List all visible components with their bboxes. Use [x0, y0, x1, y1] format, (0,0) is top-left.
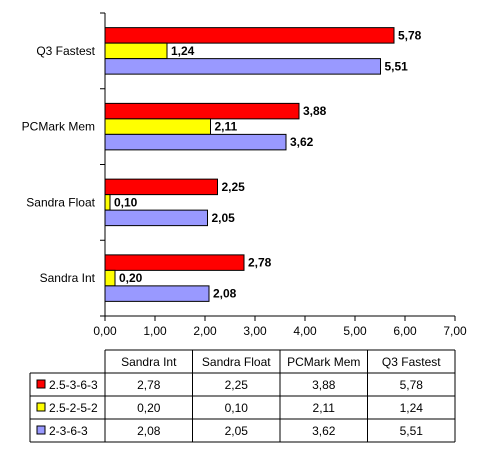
table-cell: 2,78 [137, 378, 161, 392]
x-tick-label: 4,00 [293, 324, 317, 338]
table-cell: 3,88 [312, 378, 336, 392]
table-cell: 5,78 [400, 378, 424, 392]
data-label: 3,88 [303, 104, 327, 118]
bar [104, 118, 211, 135]
bar [104, 194, 111, 211]
data-label: 3,62 [290, 135, 314, 149]
bar [104, 102, 300, 120]
legend-label: 2.5-3-6-3 [49, 378, 98, 392]
table-header-cell: Sandra Int [121, 355, 177, 369]
table-header-cell: Sandra Float [202, 355, 271, 369]
legend-label: 2.5-2-5-2 [49, 401, 98, 415]
data-label: 0,20 [119, 271, 143, 285]
data-label: 2,05 [212, 211, 236, 225]
category-label: Sandra Int [40, 271, 96, 285]
table-cell: 2,11 [313, 401, 336, 415]
table-cell: 1,24 [400, 401, 424, 415]
data-label: 0,10 [114, 195, 138, 209]
bar [104, 58, 381, 75]
legend-label: 2-3-6-3 [49, 424, 88, 438]
data-label: 5,51 [385, 59, 409, 73]
x-tick-label: 6,00 [393, 324, 417, 338]
table-cell: 2,05 [225, 424, 249, 438]
category-label: Q3 Fastest [36, 44, 95, 58]
bar [104, 133, 287, 151]
table-cell: 0,20 [137, 401, 161, 415]
table-cell: 5,51 [400, 424, 424, 438]
legend-swatch [36, 402, 46, 412]
bar [104, 285, 210, 302]
x-tick-label: 3,00 [243, 324, 267, 338]
table-header-cell: PCMark Mem [287, 355, 360, 369]
bar [104, 178, 218, 196]
x-tick-label: 7,00 [443, 324, 467, 338]
bar [104, 254, 245, 271]
category-label: PCMark Mem [22, 120, 95, 134]
category-label: Sandra Float [26, 195, 95, 209]
table-cell: 0,10 [225, 401, 249, 415]
legend-swatch [36, 379, 46, 389]
table-cell: 2,08 [137, 424, 161, 438]
bar [104, 209, 208, 227]
bar [104, 27, 395, 44]
data-label: 2,11 [215, 120, 238, 134]
table-cell: 3,62 [312, 424, 336, 438]
bar [104, 269, 116, 287]
data-label: 1,24 [171, 44, 195, 58]
legend-swatch [36, 425, 46, 435]
table-header-cell: Q3 Fastest [382, 355, 441, 369]
bar [104, 42, 168, 60]
x-tick-label: 2,00 [193, 324, 217, 338]
x-tick-label: 0,00 [93, 324, 117, 338]
data-label: 2,25 [222, 180, 246, 194]
data-label: 2,78 [248, 256, 272, 270]
table-cell: 2,25 [225, 378, 249, 392]
data-label: 5,78 [398, 28, 422, 42]
x-tick-label: 1,00 [143, 324, 167, 338]
data-label: 2,08 [213, 287, 237, 301]
x-tick-label: 5,00 [343, 324, 367, 338]
